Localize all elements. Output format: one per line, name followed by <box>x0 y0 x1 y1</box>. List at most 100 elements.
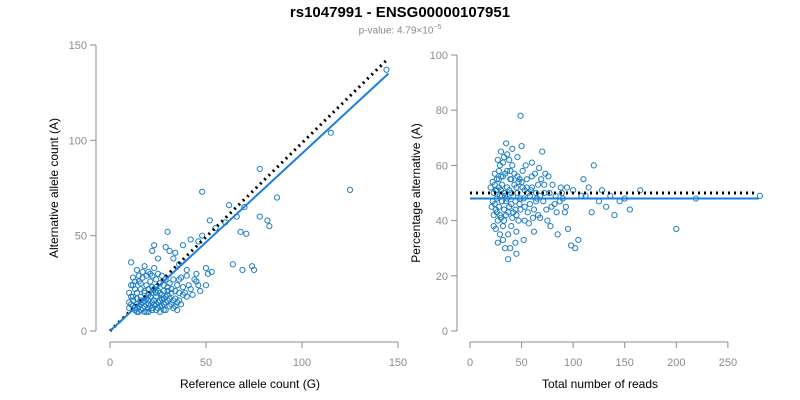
data-point <box>505 231 512 238</box>
data-point <box>154 270 162 277</box>
data-point <box>241 203 248 211</box>
data-point <box>517 112 524 119</box>
data-point <box>179 242 187 249</box>
y-tick-label: 60 <box>436 160 448 172</box>
data-point <box>558 189 565 197</box>
data-point <box>554 231 561 238</box>
data-point <box>494 156 501 163</box>
data-point <box>189 291 196 298</box>
data-point <box>521 203 528 210</box>
pvalue-prefix: p-value: <box>358 25 397 37</box>
data-point <box>183 272 190 279</box>
data-point <box>543 206 550 213</box>
data-point <box>166 247 173 255</box>
data-point <box>160 287 167 295</box>
data-point <box>160 295 167 302</box>
data-point <box>149 306 156 314</box>
data-point <box>199 188 206 195</box>
data-point <box>585 184 592 191</box>
data-point <box>528 159 535 166</box>
data-point <box>756 192 763 199</box>
reference-line <box>108 57 390 333</box>
data-point <box>509 162 516 169</box>
data-point <box>505 209 512 216</box>
data-point <box>492 206 499 213</box>
x-axis-title: Total number of reads <box>542 377 658 391</box>
data-point <box>564 225 572 232</box>
data-point <box>495 176 502 183</box>
data-point <box>530 206 538 213</box>
data-point <box>519 167 526 175</box>
data-point <box>567 242 575 249</box>
data-point <box>151 301 158 308</box>
y-tick-label: 80 <box>436 105 448 117</box>
data-point <box>135 272 142 279</box>
y-tick-label: 150 <box>69 40 87 52</box>
data-point <box>546 189 553 197</box>
data-point <box>563 184 571 191</box>
x-tick-label: 250 <box>719 357 737 369</box>
data-point <box>509 214 516 221</box>
data-point <box>518 142 525 150</box>
data-point <box>243 230 250 237</box>
data-point <box>193 278 200 285</box>
data-point <box>538 176 545 183</box>
data-point <box>526 200 533 208</box>
data-point <box>147 278 154 285</box>
data-point <box>170 255 177 262</box>
data-point <box>515 178 522 186</box>
x-tick-label: 100 <box>293 357 311 369</box>
data-point <box>488 203 495 210</box>
data-point <box>529 214 537 221</box>
data-point <box>156 303 164 310</box>
data-point <box>503 140 510 147</box>
data-point <box>504 167 511 175</box>
y-tick-label: 100 <box>430 50 448 62</box>
data-point <box>256 165 263 173</box>
data-point <box>177 274 185 281</box>
data-point <box>126 289 133 296</box>
data-point <box>525 220 532 227</box>
data-point <box>237 228 244 235</box>
data-point <box>575 236 582 244</box>
data-point <box>490 211 497 219</box>
y-tick-label: 40 <box>436 216 448 228</box>
data-point <box>500 206 508 213</box>
data-point <box>126 299 133 306</box>
data-point <box>185 282 192 289</box>
data-point <box>507 167 514 175</box>
data-point <box>141 287 148 295</box>
data-point <box>534 211 542 219</box>
data-point <box>152 276 160 283</box>
data-point <box>553 209 560 216</box>
data-point <box>499 236 507 244</box>
data-point <box>512 239 519 246</box>
data-point <box>183 266 190 274</box>
y-tick-label: 20 <box>436 271 448 283</box>
data-point <box>141 308 148 316</box>
data-point <box>590 162 597 169</box>
data-point <box>536 165 543 172</box>
data-point <box>521 217 528 224</box>
data-point <box>273 194 281 201</box>
data-point <box>549 181 556 188</box>
data-point <box>522 162 529 169</box>
chart-title: rs1047991 - ENSG00000107951 <box>289 4 511 21</box>
data-point <box>519 184 526 191</box>
data-point <box>511 181 518 188</box>
data-point <box>673 225 680 232</box>
data-point <box>327 129 334 136</box>
y-tick-label: 0 <box>81 326 87 338</box>
data-point <box>499 223 507 230</box>
data-point <box>229 261 236 268</box>
data-point <box>181 289 188 296</box>
data-point <box>531 170 539 177</box>
data-point <box>149 247 156 255</box>
data-point <box>162 306 169 314</box>
data-point <box>166 280 173 287</box>
data-point <box>490 223 497 230</box>
data-point <box>524 209 531 216</box>
data-point <box>514 189 521 197</box>
x-axis-title: Reference allele count (G) <box>180 377 320 391</box>
